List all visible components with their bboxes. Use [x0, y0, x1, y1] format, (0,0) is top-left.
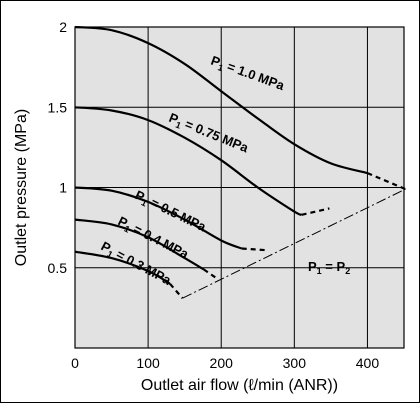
x-tick-label: 200	[210, 355, 234, 371]
y-tick-label: 1	[59, 180, 67, 196]
boundary-label-mid: = P	[322, 259, 346, 274]
y-tick-label: 1.5	[48, 99, 68, 115]
series-line	[74, 25, 368, 175]
series-line	[74, 186, 243, 250]
series-label-sub: 1	[122, 223, 131, 234]
curves	[74, 25, 406, 299]
y-tick-label: 0.5	[48, 260, 68, 276]
series-label-sub: 1	[216, 62, 224, 73]
series-line	[74, 218, 205, 271]
p1-equals-p2-label: P1 = P2	[308, 259, 350, 276]
series-dashed-extension	[366, 172, 406, 191]
x-axis-label: Outlet air flow (ℓ/min (ANR))	[141, 377, 338, 394]
series-label-sub: 1	[174, 120, 182, 131]
y-axis-label: Outlet pressure (MPa)	[13, 109, 30, 266]
series-dashed-extension	[241, 247, 266, 252]
series-dashed-extension	[203, 268, 217, 279]
p1-equals-p2-line	[182, 188, 406, 299]
grid	[75, 27, 404, 348]
series-label-sub: 1	[105, 249, 114, 260]
x-tick-label: 400	[356, 355, 380, 371]
plot-frame	[74, 26, 405, 349]
boundary-label-sub2: 2	[345, 266, 350, 276]
x-tick-label: 300	[283, 355, 307, 371]
boundary-label-p: P	[308, 259, 317, 274]
tick-labels: 0 100 200 300 400 0.5 1 1.5 2	[48, 19, 380, 371]
y-tick-label: 2	[59, 19, 67, 35]
series-dashed-extension	[301, 207, 330, 216]
series-line	[74, 106, 303, 216]
boundary-label-sub: 1	[317, 266, 322, 276]
series-label-sub: 1	[140, 197, 149, 208]
series-line	[74, 250, 171, 285]
x-tick-label: 100	[136, 355, 160, 371]
x-tick-label: 0	[71, 355, 79, 371]
series-dashed-extension	[169, 283, 184, 299]
